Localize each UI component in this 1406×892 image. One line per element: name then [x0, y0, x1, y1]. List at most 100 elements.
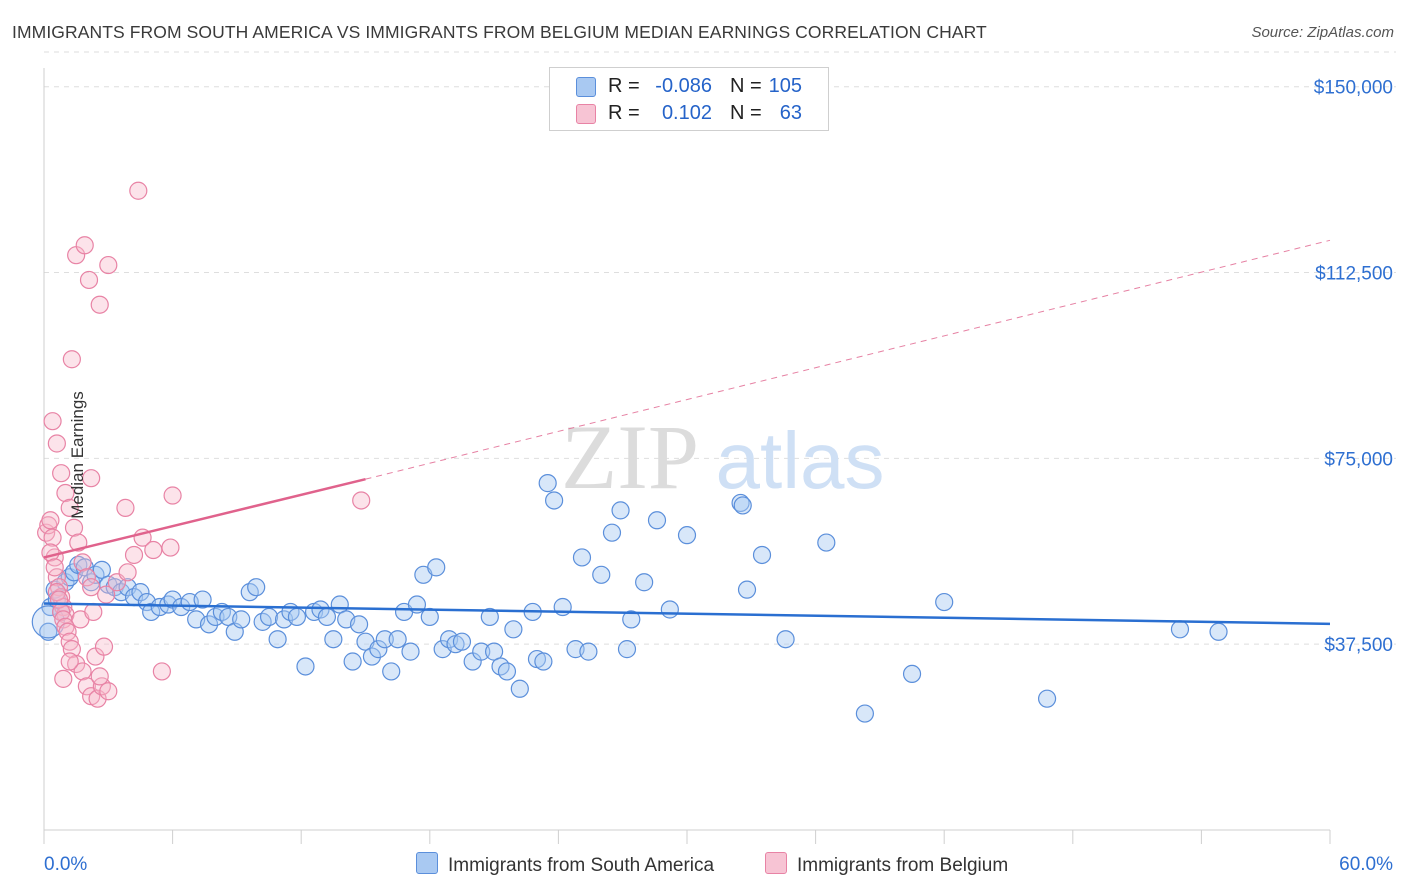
- tick-labels: $37,500 $75,000 $112,500 $150,000 0.0% 60.0%: [44, 78, 1393, 875]
- data-point-south-america: [635, 573, 654, 592]
- data-point-belgium: [161, 538, 180, 557]
- data-point-south-america: [247, 578, 266, 597]
- data-point-belgium: [99, 682, 118, 701]
- data-point-south-america: [131, 583, 150, 602]
- data-point-belgium: [152, 662, 171, 681]
- data-point-south-america: [617, 640, 637, 659]
- data-point-belgium: [118, 563, 137, 582]
- data-point-south-america: [362, 647, 382, 666]
- data-point-south-america: [401, 642, 420, 661]
- data-point-south-america: [259, 607, 279, 627]
- data-point-south-america: [369, 640, 388, 659]
- legend-n-label: N =: [730, 102, 762, 124]
- data-point-belgium: [79, 270, 99, 290]
- data-point-belgium: [84, 602, 103, 622]
- y-tick-label: $75,000: [1324, 449, 1393, 470]
- chart-title: IMMIGRANTS FROM SOUTH AMERICA VS IMMIGRA…: [12, 22, 987, 42]
- data-point-belgium: [60, 652, 79, 671]
- data-point-belgium: [116, 498, 135, 517]
- axes: [43, 68, 1331, 844]
- data-point-south-america: [579, 642, 598, 661]
- data-point-south-america: [287, 607, 307, 627]
- legend-r-value: 0.102: [661, 102, 712, 124]
- data-point-south-america: [497, 662, 517, 681]
- series-south-america: [31, 474, 1228, 723]
- data-point-belgium: [47, 434, 66, 453]
- data-point-south-america: [731, 493, 750, 513]
- data-point-belgium: [73, 662, 92, 681]
- data-point-belgium: [54, 669, 73, 688]
- data-point-south-america: [349, 615, 369, 634]
- data-point-south-america: [737, 580, 757, 599]
- data-point-south-america: [545, 491, 564, 510]
- data-point-belgium: [47, 583, 66, 602]
- x-tick-label-min: 0.0%: [44, 854, 87, 875]
- trend-lines: [43, 239, 1331, 626]
- legend-swatch-blue: [576, 77, 596, 97]
- data-point-south-america: [480, 607, 499, 627]
- legend-r-label: R =: [608, 102, 640, 124]
- bottom-legend-belgium: Immigrants from Belgium: [765, 852, 1008, 877]
- data-point-south-america: [510, 679, 529, 698]
- data-point-south-america: [193, 590, 212, 609]
- data-point-south-america: [776, 630, 795, 649]
- data-point-belgium: [97, 585, 116, 604]
- data-point-south-america: [427, 558, 446, 577]
- data-point-south-america: [817, 533, 836, 552]
- data-point-belgium: [124, 545, 144, 565]
- data-point-south-america: [1209, 622, 1228, 641]
- data-point-south-america: [622, 610, 641, 629]
- bottom-legend-south-america: Immigrants from South America: [416, 852, 714, 877]
- data-point-south-america: [324, 630, 343, 649]
- data-point-belgium: [77, 677, 96, 696]
- legend-swatch-pink: [576, 104, 596, 124]
- legend-row-south-america: R = -0.086 N = 105: [550, 75, 828, 101]
- data-point-belgium: [62, 350, 81, 369]
- data-point-south-america: [602, 523, 622, 542]
- data-point-belgium: [75, 236, 94, 255]
- data-point-south-america: [1170, 620, 1190, 639]
- data-point-south-america: [382, 662, 401, 681]
- data-point-belgium: [43, 528, 62, 547]
- legend-n-value: 105: [768, 75, 802, 97]
- data-point-south-america: [572, 548, 592, 567]
- data-point-south-america: [504, 620, 523, 639]
- gridlines: [44, 51, 1396, 645]
- data-point-belgium: [64, 518, 84, 537]
- data-point-belgium: [90, 295, 109, 314]
- data-point-belgium: [41, 511, 60, 530]
- data-point-belgium: [73, 553, 92, 572]
- series-belgium: [37, 181, 371, 708]
- bottom-legend-swatch-pink: [765, 852, 787, 874]
- data-point-south-america: [311, 600, 330, 619]
- legend-r-value: -0.086: [655, 75, 712, 97]
- trend-line-belgium-extension: [365, 239, 1331, 480]
- data-point-south-america: [592, 565, 611, 584]
- correlation-legend: R = -0.086 N = 105 R = 0.102 N = 63: [549, 67, 829, 131]
- data-point-belgium: [60, 498, 79, 517]
- data-point-south-america: [375, 630, 394, 649]
- data-point-belgium: [90, 667, 109, 686]
- data-point-belgium: [56, 483, 75, 503]
- data-point-south-america: [452, 632, 472, 651]
- source-credit: Source: ZipAtlas.com: [1251, 24, 1394, 41]
- data-point-south-america: [343, 652, 362, 671]
- y-axis-label: Median Earnings: [67, 391, 87, 519]
- data-point-south-america: [142, 602, 161, 622]
- data-point-south-america: [39, 622, 58, 641]
- watermark-atlas: atlas: [716, 416, 885, 505]
- legend-r-label: R =: [608, 75, 640, 97]
- data-point-belgium: [99, 255, 118, 275]
- data-point-belgium: [43, 412, 62, 431]
- data-point-south-america: [902, 664, 922, 684]
- trend-line-south-america: [43, 602, 1331, 626]
- data-point-south-america: [660, 600, 679, 619]
- x-tick-label-max: 60.0%: [1339, 854, 1393, 875]
- data-point-south-america: [733, 496, 752, 515]
- data-point-south-america: [296, 657, 315, 676]
- bottom-legend-swatch-blue: [416, 852, 438, 874]
- data-point-south-america: [647, 511, 667, 530]
- watermark-zip: ZIP: [561, 406, 699, 508]
- data-point-belgium: [52, 464, 71, 483]
